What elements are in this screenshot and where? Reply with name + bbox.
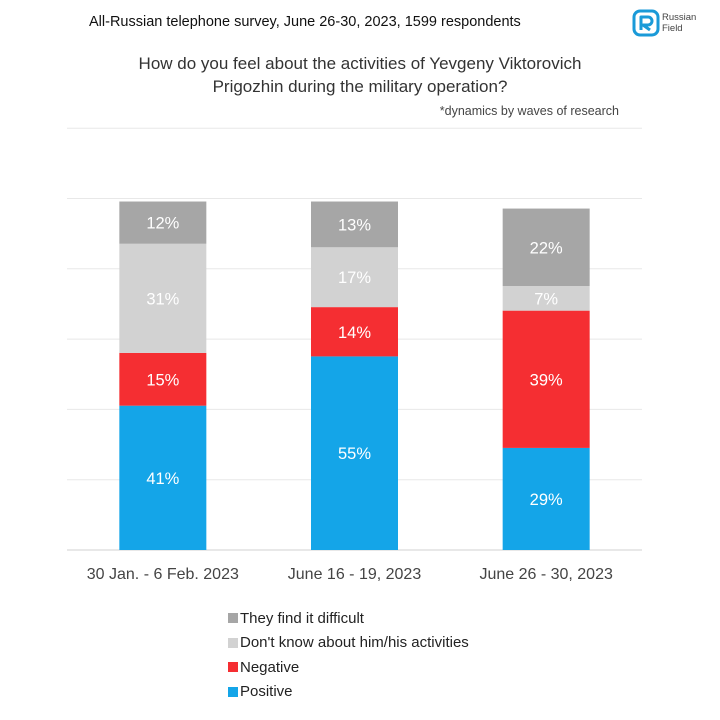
legend-swatch: [228, 637, 238, 648]
bar-segment-don-t-know-about-him-his-activities: [119, 243, 207, 353]
survey-info: All-Russian telephone survey, June 26-30…: [89, 14, 521, 30]
data-label: 39%: [530, 371, 563, 389]
chart-title: How do you feel about the activities of …: [80, 52, 640, 98]
bar-segment-they-find-it-difficult: [311, 201, 398, 248]
legend-item: They find it difficult: [228, 606, 469, 631]
logo-icon: [632, 9, 660, 37]
data-label: 15%: [146, 371, 179, 389]
bar-segment-positive: [502, 447, 590, 550]
legend-swatch: [228, 613, 238, 624]
legend-label: They find it difficult: [240, 609, 364, 627]
legend-label: Negative: [240, 658, 300, 676]
data-label: 7%: [534, 290, 558, 308]
logo-text-line2: Field: [662, 23, 683, 34]
data-label: 17%: [338, 269, 371, 287]
data-label: 41%: [146, 470, 179, 488]
russian-field-logo: Russian Field: [632, 9, 696, 37]
bar-segment-positive: [311, 356, 398, 550]
data-label: 31%: [146, 290, 179, 308]
logo-text-line1: Russian: [662, 12, 697, 23]
bar-segment-negative: [119, 352, 207, 406]
bar-segment-they-find-it-difficult: [119, 201, 207, 244]
data-label: 12%: [146, 215, 179, 233]
x-tick-label: 30 Jan. - 6 Feb. 2023: [87, 566, 239, 583]
bar-segment-negative: [502, 310, 590, 448]
chart-subtitle: *dynamics by waves of research: [439, 104, 619, 118]
bar-segment-they-find-it-difficult: [502, 208, 590, 286]
legend-label: Don't know about him/his activities: [240, 634, 469, 652]
legend-label: Positive: [240, 683, 293, 701]
data-label: 14%: [338, 324, 371, 342]
x-tick-label: June 16 - 19, 2023: [288, 566, 422, 583]
data-label: 22%: [530, 239, 563, 257]
chart-title-line1: How do you feel about the activities of …: [138, 54, 582, 73]
data-label: 55%: [338, 445, 371, 463]
bar-segment-negative: [311, 307, 398, 357]
x-tick-label: June 26 - 30, 2023: [479, 566, 613, 583]
data-label: 13%: [338, 216, 371, 234]
legend-item: Negative: [228, 655, 469, 680]
legend-item: Don't know about him/his activities: [228, 631, 469, 656]
bar-segment-don-t-know-about-him-his-activities: [311, 247, 398, 308]
bar-segment-don-t-know-about-him-his-activities: [502, 286, 590, 311]
chart-title-line2: Prigozhin during the military operation?: [212, 77, 508, 96]
bar-segment-positive: [119, 405, 207, 550]
legend-swatch: [228, 662, 238, 673]
data-label: 29%: [530, 491, 563, 509]
legend-item: Positive: [228, 680, 469, 705]
legend-swatch: [228, 686, 238, 697]
chart-legend: They find it difficult Don't know about h…: [228, 606, 469, 704]
